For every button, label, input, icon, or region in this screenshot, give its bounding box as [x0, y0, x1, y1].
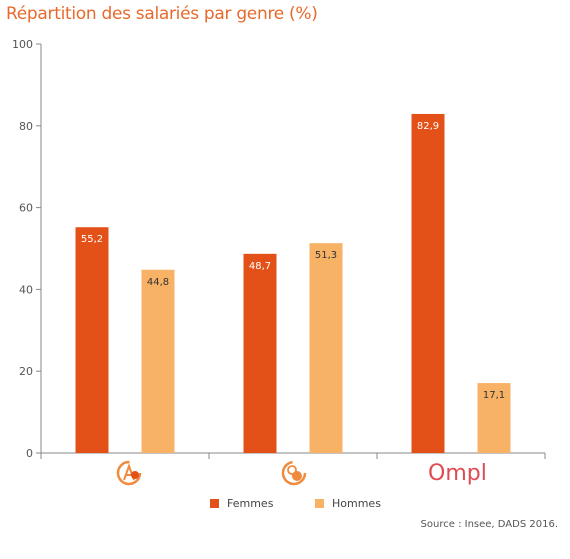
legend-swatch-hommes [315, 499, 324, 508]
legend-hommes: Hommes [315, 497, 381, 510]
logo-group-1 [112, 458, 146, 488]
opml-logo-mark: Ompl [428, 461, 487, 486]
legend-swatch-femmes [210, 499, 219, 508]
opml-logo: Ompl [426, 458, 496, 488]
legend-femmes: Femmes [210, 497, 273, 510]
logo-group-2 [277, 458, 311, 488]
data-label-femmes: 48,7 [249, 261, 271, 272]
y-tick-label: 100 [12, 38, 33, 51]
group-2-emblem [281, 460, 307, 486]
bar-hommes [141, 269, 175, 453]
data-labels: 55,2 48,7 82,9 44,8 51,3 17,1 [81, 121, 505, 401]
bar-hommes [309, 243, 343, 453]
y-tick-label: 80 [19, 120, 33, 133]
legend-label-femmes: Femmes [227, 497, 274, 510]
group-1-emblem [116, 460, 142, 486]
opml-logo-text: Ompl [428, 461, 487, 486]
data-label-hommes: 51,3 [315, 250, 337, 261]
source-note: Source : Insee, DADS 2016. [420, 519, 558, 530]
y-tick-label: 0 [26, 447, 33, 460]
bar-femmes [411, 113, 445, 454]
legend-label-hommes: Hommes [332, 497, 381, 510]
bar-femmes [75, 227, 109, 453]
bars [75, 113, 511, 454]
data-label-femmes: 82,9 [417, 121, 439, 132]
bar-hommes [477, 383, 511, 453]
y-tick-label: 60 [19, 202, 33, 215]
y-tick-label: 40 [19, 283, 33, 296]
data-label-hommes: 44,8 [147, 277, 169, 288]
axes: 0 20 40 60 80 100 [12, 38, 546, 460]
data-label-femmes: 55,2 [81, 234, 103, 245]
chart-title: Répartition des salariés par genre (%) [6, 4, 318, 24]
bar-femmes [243, 253, 277, 453]
y-tick-label: 20 [19, 365, 33, 378]
data-label-hommes: 17,1 [483, 390, 505, 401]
